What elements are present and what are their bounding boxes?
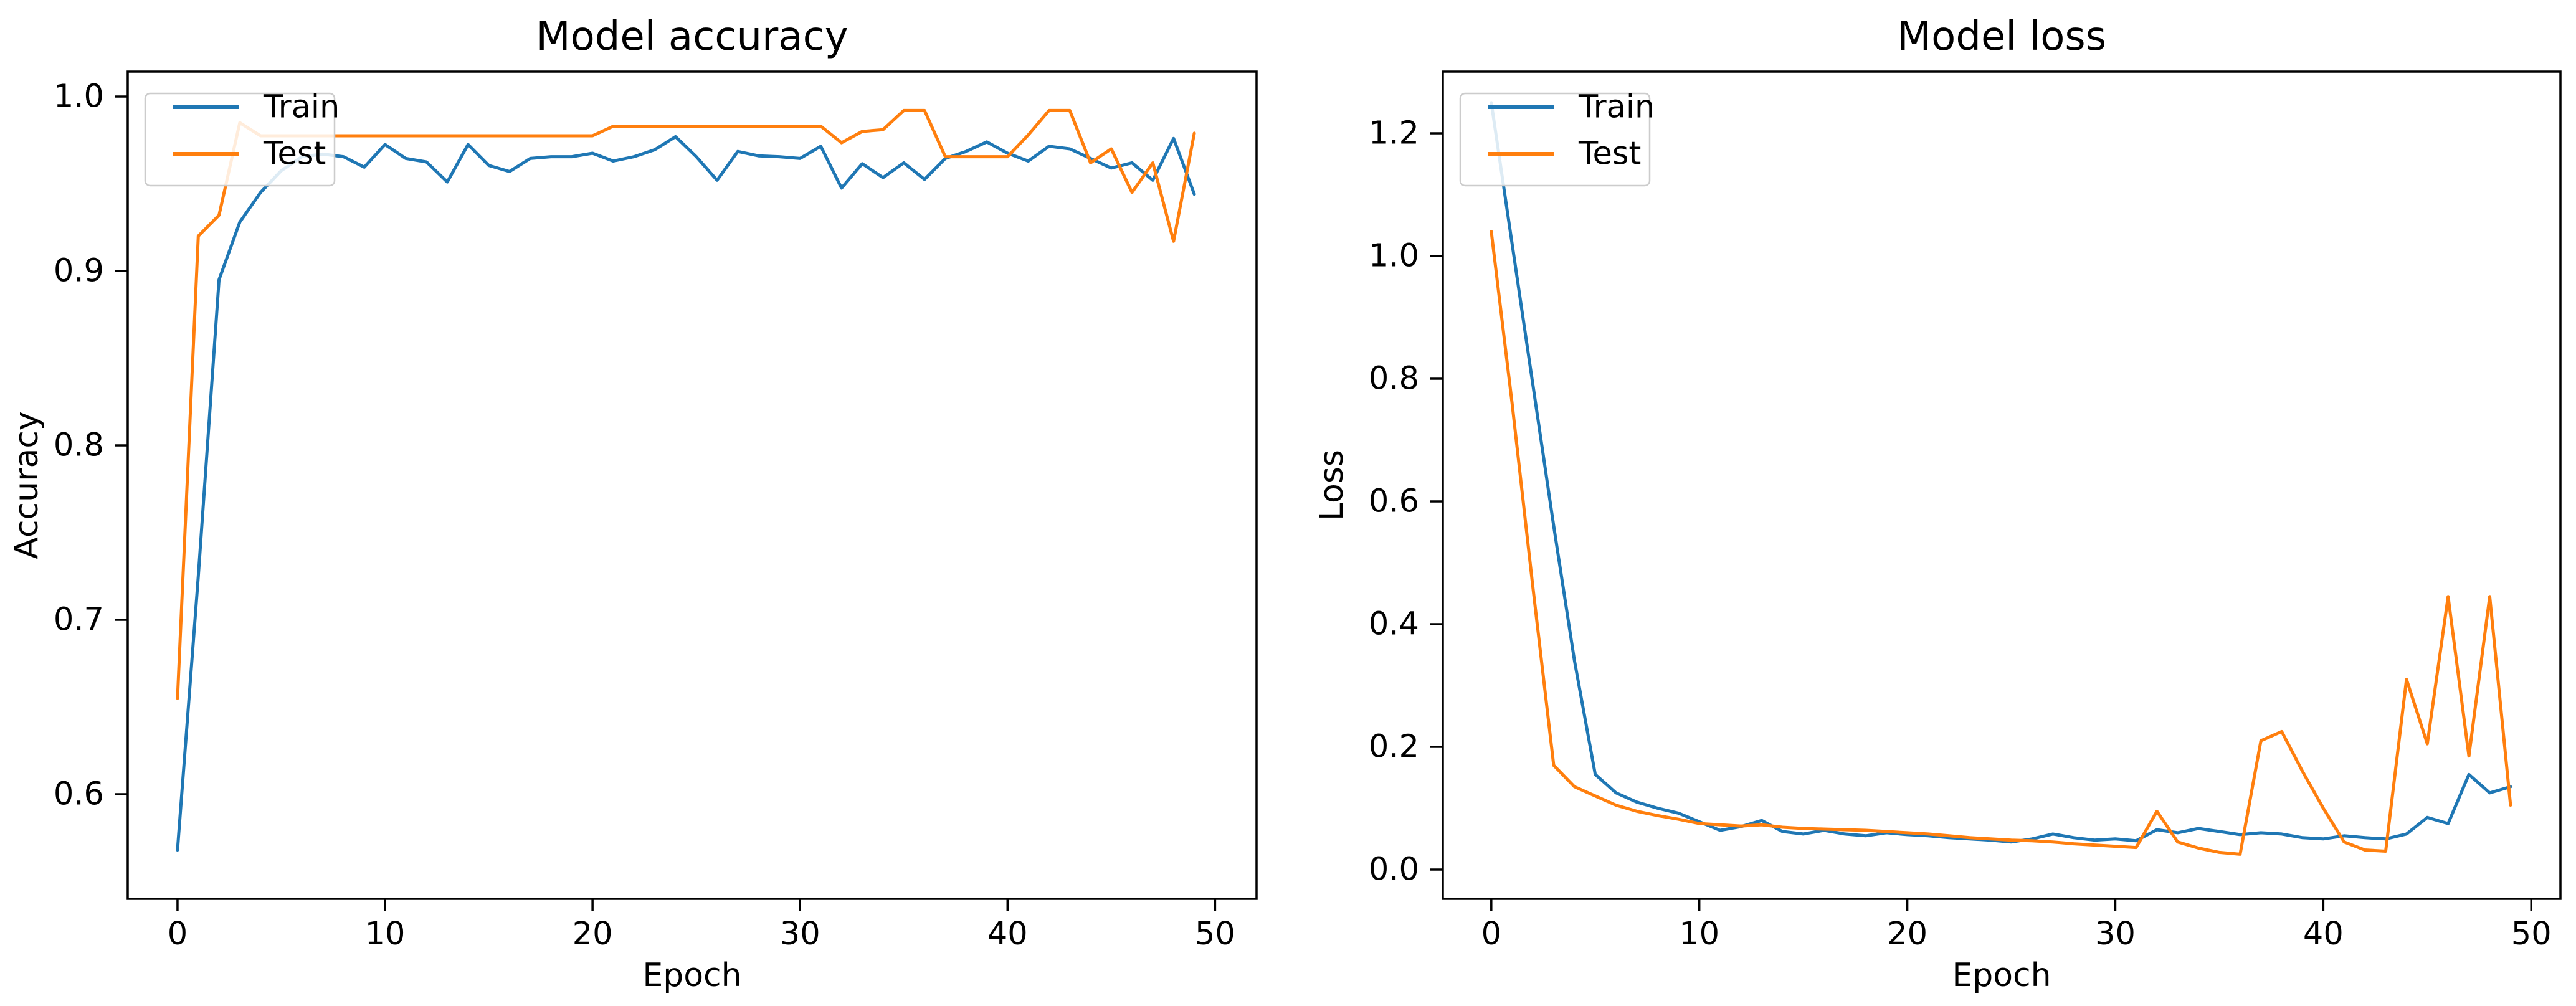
accuracy-spines (126, 70, 1258, 900)
loss-x-tick-label: 0 (1481, 916, 1501, 952)
loss-spines (1442, 70, 2562, 900)
accuracy-legend-box (144, 92, 336, 187)
loss-y-tick-label: 0.2 (1369, 729, 1419, 766)
accuracy-title: Model accuracy (536, 14, 848, 60)
loss-x-tick-label: 10 (1679, 916, 1719, 952)
loss-y-tick-label: 1.0 (1369, 237, 1419, 274)
accuracy-legend-test-label: Test (263, 136, 326, 173)
loss-y-tick-label: 1.2 (1369, 115, 1419, 151)
accuracy-train-line (176, 135, 1196, 852)
accuracy-x-tick-label: 50 (1195, 916, 1235, 952)
accuracy-x-axis-label: Epoch (642, 957, 741, 994)
accuracy-x-tick-label: 0 (168, 916, 188, 952)
accuracy-y-tick-label: 1.0 (54, 78, 104, 115)
loss-y-tick-label: 0.4 (1369, 606, 1419, 643)
accuracy-y-axis-label: Accuracy (8, 411, 45, 559)
accuracy-x-tick-label: 40 (987, 916, 1028, 952)
loss-subplot: 0 10 20 30 40 50 0.0 0.2 0.4 0.6 0.8 1.0 1.2 Model lo… (1313, 14, 2562, 994)
loss-x-axis-label: Epoch (1952, 957, 2051, 994)
accuracy-legend-train-label: Train (263, 89, 340, 126)
loss-test-line (1490, 230, 2512, 856)
loss-x-tick-label: 30 (2095, 916, 2136, 952)
loss-y-tick-label: 0.0 (1369, 852, 1419, 888)
loss-y-tick-label: 0.6 (1369, 483, 1419, 520)
accuracy-subplot: 0 10 20 30 40 50 0.6 0.7 0.8 0.9 1.0 Model accuracy… (8, 14, 1258, 994)
loss-legend-test-label: Test (1578, 136, 1641, 173)
loss-x-tick-label: 50 (2511, 916, 2552, 952)
accuracy-x-tick-label: 30 (780, 916, 820, 952)
accuracy-x-tick-label: 20 (573, 916, 613, 952)
accuracy-legend: Train Test (144, 89, 340, 187)
loss-legend-box (1459, 92, 1651, 187)
loss-y-axis-label: Loss (1313, 450, 1351, 521)
accuracy-test-line (176, 108, 1196, 700)
loss-x-tick-label: 20 (1887, 916, 1927, 952)
loss-y-tick-label: 0.8 (1369, 361, 1419, 397)
accuracy-y-tick-label: 0.7 (54, 602, 104, 638)
loss-x-tick-label: 40 (2303, 916, 2344, 952)
accuracy-y-tick-label: 0.9 (54, 253, 104, 290)
accuracy-plot-area (128, 72, 1257, 899)
loss-legend-train-label: Train (1578, 89, 1655, 126)
loss-legend: Train Test (1459, 89, 1655, 187)
accuracy-y-tick-label: 0.8 (54, 427, 104, 464)
accuracy-y-tick-label: 0.6 (54, 776, 104, 813)
accuracy-x-tick-label: 10 (365, 916, 406, 952)
loss-title: Model loss (1897, 14, 2106, 60)
loss-plot-area (1443, 72, 2560, 899)
